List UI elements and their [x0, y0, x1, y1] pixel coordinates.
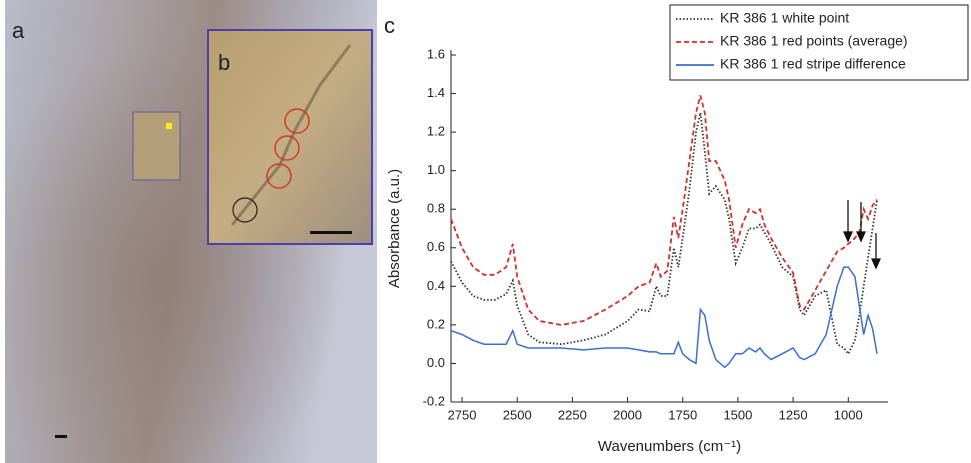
- x-tick-label: 1750: [668, 407, 697, 422]
- x-tick-label: 2250: [558, 407, 587, 422]
- scale-bar: [55, 435, 67, 438]
- stripe: [230, 44, 352, 226]
- x-tick-label: 1500: [723, 407, 752, 422]
- y-tick-label: 0.6: [427, 239, 445, 254]
- x-tick-label: 1250: [779, 407, 808, 422]
- legend-label: KR 386 1 red points (average): [720, 33, 908, 49]
- white-point: [232, 197, 258, 223]
- red-point: [284, 108, 310, 134]
- x-tick-label: 2000: [613, 407, 642, 422]
- panel-label: c: [384, 13, 395, 38]
- legend-box: [669, 4, 969, 81]
- spectrum-line: [450, 112, 878, 356]
- x-axis-label: Wavenumbers (cm⁻¹): [598, 438, 741, 455]
- y-tick-label: 0.4: [427, 278, 445, 293]
- spectrum-line: [450, 266, 878, 369]
- scale-bar: [310, 231, 352, 234]
- x-tick-label: 1000: [834, 407, 863, 422]
- red-point: [274, 135, 300, 161]
- x-tick-label: 2500: [503, 407, 532, 422]
- y-tick-label: 1.6: [427, 46, 445, 61]
- red-point: [266, 163, 292, 189]
- y-tick-label: 0.8: [427, 201, 445, 216]
- spectrum-line: [450, 95, 878, 326]
- plot: -0.2 0.0 0.2 0.4 0.6 0.8 1.0 1.2 1.4 1.6 2750 2500 2…: [386, 4, 969, 455]
- y-axis-label: Absorbance (a.u.): [386, 169, 403, 288]
- inset-region: [132, 111, 181, 181]
- y-tick-label: 1.0: [427, 162, 445, 177]
- y-tick-label: 1.2: [427, 124, 445, 139]
- y-tick-label: 1.4: [427, 85, 445, 100]
- panel-label: a: [12, 18, 25, 43]
- legend-label: KR 386 1 red stripe difference: [720, 56, 906, 72]
- panel-label: b: [218, 50, 230, 75]
- white-point-marker: [166, 123, 172, 129]
- micrograph-b: [207, 29, 373, 245]
- arrows: [842, 200, 882, 270]
- legend-label: KR 386 1 white point: [720, 10, 849, 26]
- y-tick-label: 0.0: [427, 355, 445, 370]
- y-tick-label: -0.2: [423, 393, 445, 408]
- x-tick-label: 2750: [448, 407, 477, 422]
- y-tick-label: 0.2: [427, 316, 445, 331]
